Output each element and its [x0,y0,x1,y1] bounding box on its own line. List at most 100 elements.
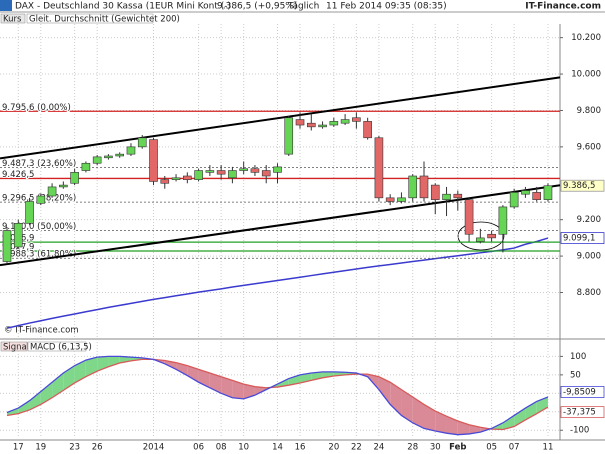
macd-fill [85,357,98,377]
candle-body [408,175,418,199]
level-label: 9.795,6 (0,00%) [2,103,71,113]
x-tick-label: 26 [92,443,103,453]
y-tick-label: 50 [570,370,581,380]
macd-fill [221,376,233,398]
price-label: 9.099,1 [563,234,595,244]
price-box [560,386,605,398]
brand: IT-Finance.com [525,2,601,12]
trendline [0,184,561,267]
candle-body [171,177,181,180]
level-label: 9.426,5 [2,170,34,180]
x-tick-label: 14 [272,443,283,453]
candle-body [430,184,440,200]
macd-fill [378,376,391,405]
candle-body [397,197,406,202]
x-tick-label: 08 [216,443,227,453]
candle-body [487,233,496,239]
x-tick-label: 05 [486,443,497,453]
legend-entry: MACD (6,13,5) [30,343,92,353]
candle-body [115,153,124,157]
candle-body [532,192,541,200]
macd-line [6,355,549,436]
candle-body [385,197,395,202]
candle-body [419,175,429,199]
candle-body [59,184,68,188]
y-tick-label: -100 [570,426,589,436]
candle-body [228,170,237,179]
macd-fill [502,415,515,430]
price-box [560,179,605,192]
price-label: -37,375 [563,408,596,418]
candle-body [464,199,474,235]
macd-fill [74,360,86,383]
candle-body [374,137,384,199]
candle-body [250,168,260,173]
macd-fill [536,396,548,414]
price-label: -9,8509 [563,387,596,397]
candle-body [25,201,34,224]
price-box [560,406,605,419]
legend-box [27,341,87,352]
candle-body [126,146,136,155]
x-tick-label: 28 [407,443,418,453]
macd-fill [525,401,537,420]
macd-fill [243,384,255,399]
trendline [0,76,561,160]
level-label: 9.487,3 (23,60%) [2,159,76,169]
candle-body [284,117,294,155]
candle-body [104,155,113,159]
candle-body [352,117,361,122]
x-tick-label: 24 [373,443,384,453]
candle-body [318,124,327,128]
candle-body [47,186,57,197]
moving-average [6,237,549,329]
price-box [560,232,605,244]
macd-fill [209,373,222,394]
macd-line [6,358,549,431]
timestamp: 11 Feb 2014 09:35 (08:35) [326,2,447,12]
candle-body [149,139,158,182]
x-tick-label: 22 [351,443,362,453]
candle-body [92,156,102,164]
candle-body [521,190,530,195]
candle-body [340,119,350,124]
candle-body [70,172,79,184]
icon [0,0,12,11]
macd-fill [254,386,267,396]
y-tick-label: 10.000 [571,70,601,80]
macd-fill [108,356,120,367]
y-tick-label: 9.200 [577,215,601,225]
x-tick-label: 16 [295,443,306,453]
y-tick-label: 9.600 [577,142,601,152]
candle-body [261,170,271,177]
y-tick-label: 8.800 [577,288,601,298]
annotation-circle [457,221,505,251]
x-tick-label: 10 [238,443,249,453]
macd-fill [401,389,413,423]
macd-fill [412,397,424,429]
legend-box [0,13,26,24]
macd-fill [514,408,526,427]
legend-box [26,13,154,24]
candle-body [453,193,463,199]
x-tick-label: 07 [509,443,520,453]
candle-body [476,237,485,242]
candle-body [498,206,508,235]
macd-fill [176,362,188,376]
level-label: 9.140,0 (50,00%) [2,222,76,232]
macd-fill [446,416,458,435]
x-tick-label: 11 [543,443,554,453]
candle-body [160,179,170,184]
x-tick-label: 06 [193,443,204,453]
candle-body [13,223,23,248]
macd-fill [390,382,402,416]
candle-body [239,168,248,171]
legend-box [0,341,28,352]
candle-body [205,170,215,173]
x-tick-label: 20 [328,443,339,453]
x-tick-label: 30 [430,443,441,453]
macd-fill [435,411,447,434]
candle-body [81,162,91,171]
